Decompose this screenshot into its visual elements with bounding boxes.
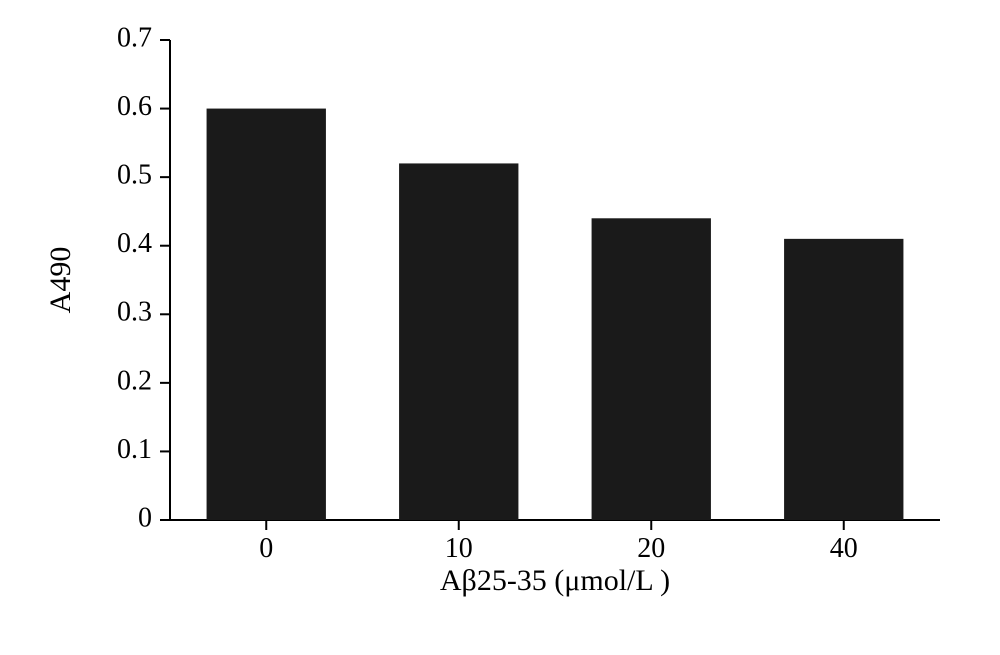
y-tick-label: 0.2 xyxy=(117,365,152,396)
y-axis-label: A490 xyxy=(44,247,77,314)
x-axis-label: Aβ25-35 (μmol/L ) xyxy=(440,564,670,597)
chart-svg: 0 0.1 0.2 0.3 0.4 0.5 0.6 0.7 0 10 20 40 A490 Aβ25-35… xyxy=(40,20,960,635)
y-tick-label: 0.4 xyxy=(117,228,152,259)
bar xyxy=(399,163,518,520)
bar xyxy=(784,239,903,520)
y-tick-label: 0.6 xyxy=(117,91,152,122)
y-tick-label: 0.1 xyxy=(117,434,152,465)
y-tick-label: 0 xyxy=(138,502,152,533)
y-tick-label: 0.7 xyxy=(117,22,152,53)
bar xyxy=(207,109,326,520)
a490-bar-chart: 0 0.1 0.2 0.3 0.4 0.5 0.6 0.7 0 10 20 40 A490 Aβ25-35… xyxy=(40,20,960,635)
x-tick-label: 0 xyxy=(259,533,273,564)
x-tick-label: 10 xyxy=(445,533,473,564)
bar xyxy=(592,218,711,520)
x-tick-label: 40 xyxy=(830,533,858,564)
x-tick-label: 20 xyxy=(637,533,665,564)
y-tick-label: 0.5 xyxy=(117,160,152,191)
y-tick-label: 0.3 xyxy=(117,297,152,328)
